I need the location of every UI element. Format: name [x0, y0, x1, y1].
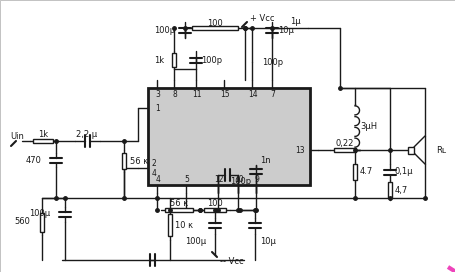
Text: 100p: 100p — [229, 177, 251, 186]
Text: Rʟ: Rʟ — [435, 146, 445, 154]
Text: 56 κ: 56 κ — [130, 156, 148, 165]
Bar — [33, 139, 53, 143]
Bar — [168, 214, 172, 236]
Text: 10: 10 — [234, 175, 243, 184]
Text: 100μ: 100μ — [153, 26, 175, 35]
Bar — [333, 148, 356, 152]
Text: 100p: 100p — [201, 55, 222, 64]
Text: 560: 560 — [14, 218, 30, 227]
Bar — [148, 88, 309, 185]
Text: 5: 5 — [184, 175, 189, 184]
Text: 12: 12 — [214, 175, 223, 184]
Text: -- Vcc: -- Vcc — [219, 258, 243, 267]
Text: 2: 2 — [152, 159, 157, 168]
Text: Uin: Uin — [10, 131, 24, 141]
Text: 1: 1 — [155, 104, 159, 113]
Text: 15: 15 — [220, 89, 229, 98]
Bar — [172, 53, 175, 67]
Bar — [407, 147, 413, 153]
Text: 100p: 100p — [262, 57, 283, 66]
Text: 1k: 1k — [38, 129, 48, 138]
Text: 11: 11 — [192, 89, 201, 98]
Text: 1μ: 1μ — [289, 17, 300, 26]
Bar — [192, 26, 237, 30]
Bar — [353, 164, 356, 180]
Text: 4: 4 — [152, 168, 157, 178]
Text: 0,1μ: 0,1μ — [394, 168, 413, 177]
Text: 3μH: 3μH — [359, 122, 376, 131]
Text: + Vcc: + Vcc — [249, 14, 274, 23]
Text: 100μ: 100μ — [29, 209, 50, 218]
Text: 10μ: 10μ — [259, 236, 275, 246]
Text: 100: 100 — [207, 18, 222, 27]
Text: 13: 13 — [295, 146, 304, 154]
Text: 3: 3 — [155, 89, 160, 98]
Text: 4: 4 — [155, 175, 160, 184]
Bar — [165, 208, 192, 212]
Bar — [122, 153, 126, 169]
Text: 56 κ: 56 κ — [170, 199, 187, 209]
Text: 10 κ: 10 κ — [175, 221, 192, 230]
Text: 2,2 μ: 2,2 μ — [76, 129, 97, 138]
Bar — [203, 208, 226, 212]
Bar — [387, 183, 391, 197]
Text: 4,7: 4,7 — [394, 186, 407, 194]
Text: 7: 7 — [270, 89, 275, 98]
Text: 9: 9 — [254, 175, 259, 184]
Text: 1n: 1n — [259, 156, 270, 165]
Text: 1k: 1k — [153, 55, 164, 64]
Text: 8: 8 — [172, 89, 177, 98]
Text: 4.7: 4.7 — [359, 168, 373, 177]
Text: 100: 100 — [207, 199, 222, 209]
Bar — [40, 213, 44, 232]
Text: 0,22: 0,22 — [335, 138, 354, 147]
Text: 10μ: 10μ — [278, 26, 293, 35]
Text: 470: 470 — [26, 156, 42, 165]
Text: 14: 14 — [248, 89, 257, 98]
Text: 100μ: 100μ — [184, 236, 206, 246]
